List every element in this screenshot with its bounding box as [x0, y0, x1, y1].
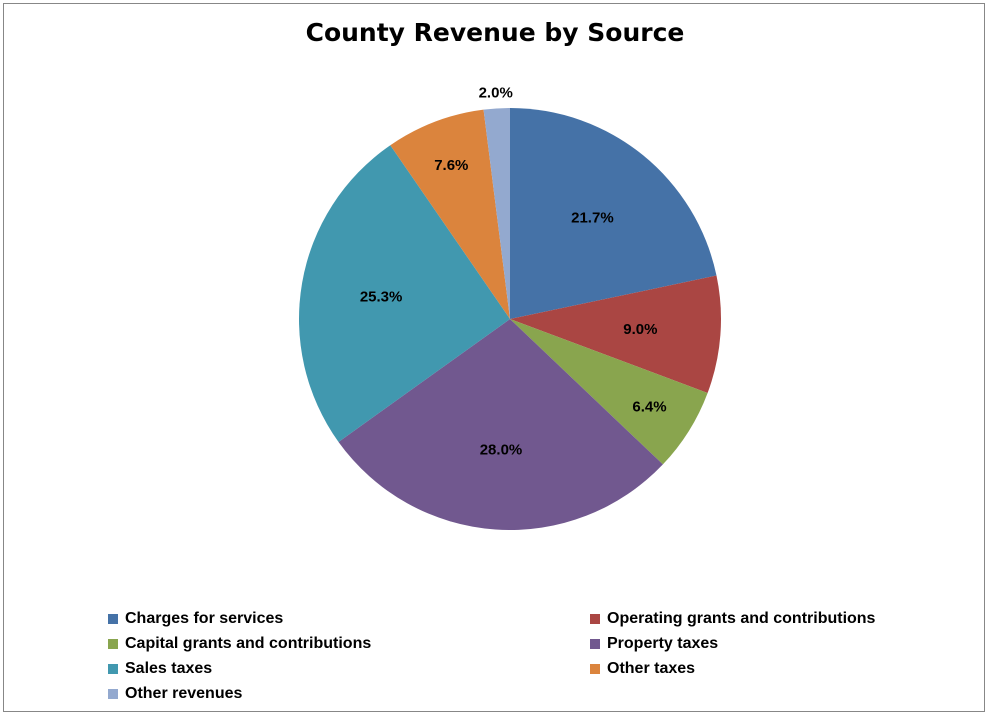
chart-title: County Revenue by Source: [305, 18, 685, 47]
pie-slice-charges-for-services: [510, 108, 717, 319]
pie-data-label: 7.6%: [434, 157, 468, 174]
pie-slice-capital-grants-and-contributions: [510, 319, 708, 465]
pie-data-label: 6.4%: [632, 398, 666, 415]
pie-slice-other-revenues: [483, 108, 510, 319]
pie-data-label: 9.0%: [623, 321, 657, 338]
pie-data-label: 2.0%: [479, 84, 513, 101]
pie-data-label: 25.3%: [360, 289, 403, 306]
pie-slice-sales-taxes: [298, 145, 510, 442]
pie-data-label: 21.7%: [571, 209, 614, 226]
pie-data-label: 28.0%: [480, 442, 523, 459]
pie-slice-other-taxes: [390, 109, 510, 319]
pie-slice-operating-grants-and-contributions: [510, 275, 721, 393]
pie-slice-property-taxes: [338, 319, 663, 530]
